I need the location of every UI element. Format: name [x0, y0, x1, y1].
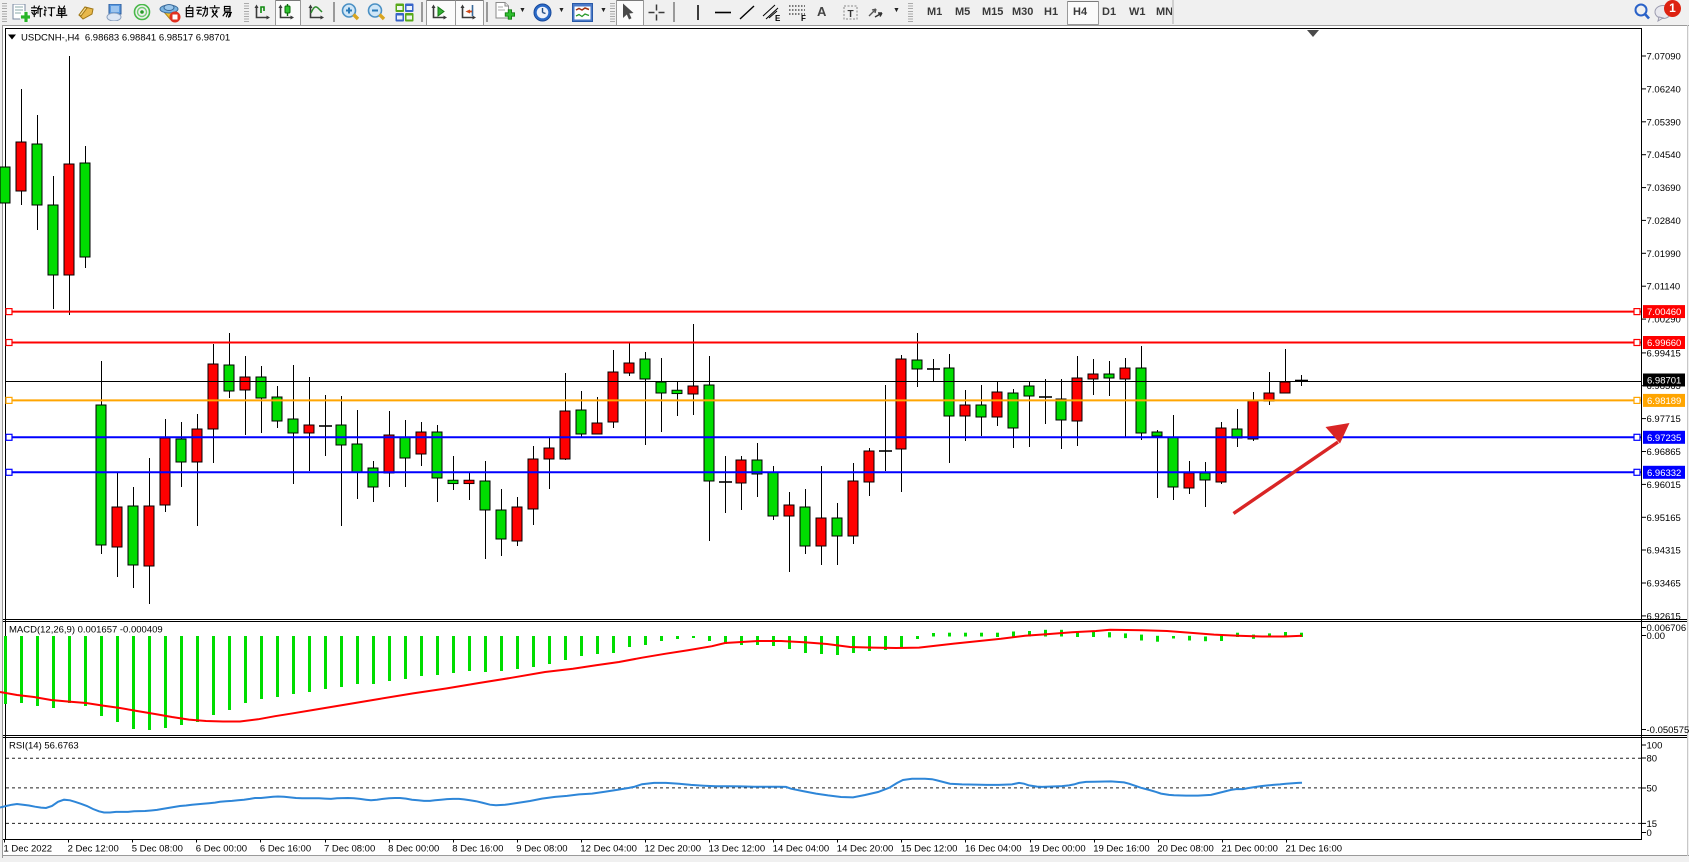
svg-text:80: 80: [1647, 754, 1658, 765]
svg-text:15 Dec 12:00: 15 Dec 12:00: [901, 844, 958, 855]
svg-text:1 Dec 2022: 1 Dec 2022: [4, 844, 53, 855]
svg-text:7.03690: 7.03690: [1647, 183, 1681, 194]
svg-text:E: E: [775, 14, 781, 22]
svg-text:6.99415: 6.99415: [1647, 348, 1681, 359]
svg-text:USDCNH-,H4 6.98683 6.98841 6.: USDCNH-,H4 6.98683 6.98841 6.98517 6.987…: [21, 33, 230, 44]
svg-text:8 Dec 00:00: 8 Dec 00:00: [388, 844, 439, 855]
svg-text:100: 100: [1647, 741, 1663, 752]
svg-text:21 Dec 16:00: 21 Dec 16:00: [1286, 844, 1343, 855]
svg-text:5 Dec 08:00: 5 Dec 08:00: [132, 844, 183, 855]
svg-text:19 Dec 00:00: 19 Dec 00:00: [1029, 844, 1086, 855]
svg-text:6.97235: 6.97235: [1647, 433, 1681, 444]
svg-text:0.006706: 0.006706: [1647, 623, 1687, 634]
svg-text:6.95165: 6.95165: [1647, 513, 1681, 524]
svg-text:7.07090: 7.07090: [1647, 52, 1681, 63]
svg-text:7.05390: 7.05390: [1647, 117, 1681, 128]
svg-text:7.01990: 7.01990: [1647, 249, 1681, 260]
svg-text:2 Dec 12:00: 2 Dec 12:00: [68, 844, 119, 855]
svg-text:6.97715: 6.97715: [1647, 414, 1681, 425]
svg-text:T: T: [848, 9, 854, 20]
svg-text:0: 0: [1647, 828, 1652, 839]
svg-text:9 Dec 08:00: 9 Dec 08:00: [516, 844, 567, 855]
svg-text:7.02840: 7.02840: [1647, 216, 1681, 227]
svg-text:6.96332: 6.96332: [1647, 468, 1681, 479]
svg-text:21 Dec 00:00: 21 Dec 00:00: [1221, 844, 1278, 855]
svg-text:6.96865: 6.96865: [1647, 447, 1681, 458]
svg-text:6.92615: 6.92615: [1647, 611, 1681, 622]
svg-text:MACD(12,26,9) 0.001657 -0.0004: MACD(12,26,9) 0.001657 -0.000409: [9, 625, 163, 636]
svg-text:6.99660: 6.99660: [1647, 338, 1681, 349]
svg-text:6.96015: 6.96015: [1647, 480, 1681, 491]
svg-text:0.00: 0.00: [1647, 631, 1666, 642]
svg-text:20 Dec 08:00: 20 Dec 08:00: [1157, 844, 1214, 855]
svg-text:50: 50: [1647, 784, 1658, 795]
svg-text:6.98189: 6.98189: [1647, 396, 1681, 407]
svg-text:7.01140: 7.01140: [1647, 282, 1681, 293]
svg-text:6 Dec 16:00: 6 Dec 16:00: [260, 844, 311, 855]
svg-text:-0.050575: -0.050575: [1647, 725, 1689, 736]
svg-text:6 Dec 00:00: 6 Dec 00:00: [196, 844, 247, 855]
svg-text:14 Dec 20:00: 14 Dec 20:00: [837, 844, 894, 855]
svg-text:13 Dec 12:00: 13 Dec 12:00: [709, 844, 766, 855]
svg-text:7.00460: 7.00460: [1647, 307, 1681, 318]
svg-text:16 Dec 04:00: 16 Dec 04:00: [965, 844, 1022, 855]
svg-text:RSI(14) 56.6763: RSI(14) 56.6763: [9, 741, 79, 752]
svg-text:6.98565: 6.98565: [1647, 381, 1681, 392]
svg-text:12 Dec 20:00: 12 Dec 20:00: [645, 844, 702, 855]
svg-text:7.00290: 7.00290: [1647, 315, 1681, 326]
svg-text:19 Dec 16:00: 19 Dec 16:00: [1093, 844, 1150, 855]
svg-text:14 Dec 04:00: 14 Dec 04:00: [773, 844, 830, 855]
svg-text:7 Dec 08:00: 7 Dec 08:00: [324, 844, 375, 855]
svg-text:6.94315: 6.94315: [1647, 546, 1681, 557]
svg-text:15: 15: [1647, 819, 1658, 830]
svg-text:7.06240: 7.06240: [1647, 84, 1681, 95]
svg-text:F: F: [801, 14, 806, 22]
svg-text:6.93465: 6.93465: [1647, 579, 1681, 590]
svg-text:7.04540: 7.04540: [1647, 150, 1681, 161]
svg-text:8 Dec 16:00: 8 Dec 16:00: [452, 844, 503, 855]
svg-text:6.98701: 6.98701: [1647, 376, 1681, 387]
svg-text:12 Dec 04:00: 12 Dec 04:00: [580, 844, 637, 855]
